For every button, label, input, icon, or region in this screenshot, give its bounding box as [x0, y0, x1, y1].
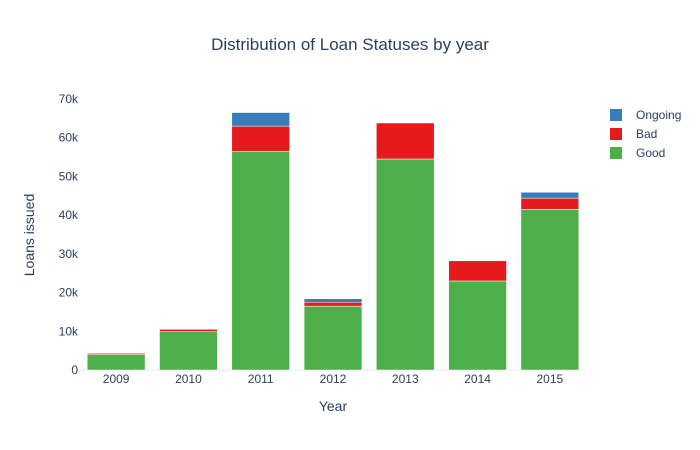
y-axis: 0 10k 20k 30k 40k 50k 60k 70k	[59, 92, 79, 377]
x-tick-label: 2015	[537, 372, 564, 386]
y-tick-label: 0	[71, 363, 78, 377]
x-axis-title: Year	[319, 398, 348, 414]
bar-bad-2013	[376, 122, 435, 160]
y-axis-title: Loans issued	[21, 194, 37, 277]
bar-bad-2009	[86, 353, 146, 355]
x-tick-label: 2010	[175, 372, 202, 386]
chart-title: Distribution of Loan Statuses by year	[211, 35, 489, 54]
legend-item-ongoing[interactable]: Ongoing	[610, 108, 681, 122]
bar-bad-2011	[231, 125, 290, 152]
bar-bad-2015	[520, 197, 580, 210]
y-tick-label: 60k	[59, 131, 79, 145]
legend-label: Good	[636, 146, 665, 160]
legend-item-good[interactable]: Good	[610, 146, 665, 160]
legend-swatch	[610, 128, 622, 140]
legend-label: Ongoing	[636, 108, 681, 122]
legend-item-bad[interactable]: Bad	[610, 127, 657, 141]
x-tick-label: 2014	[464, 372, 491, 386]
x-tick-label: 2012	[320, 372, 347, 386]
bar-good-2012	[303, 305, 363, 371]
bar-ongoing-2015	[520, 192, 580, 199]
y-tick-label: 40k	[59, 208, 79, 222]
legend-swatch	[610, 109, 622, 121]
plot-area	[80, 112, 586, 371]
bar-bad-2010	[159, 329, 218, 332]
y-tick-label: 10k	[59, 324, 79, 338]
x-tick-label: 2011	[248, 372, 274, 386]
y-tick-label: 50k	[59, 169, 79, 183]
bar-good-2014	[448, 280, 507, 371]
y-tick-label: 70k	[59, 92, 79, 106]
legend-label: Bad	[636, 127, 657, 141]
bar-bad-2012	[303, 302, 363, 307]
bar-ongoing-2012	[303, 298, 363, 303]
y-tick-label: 30k	[59, 247, 79, 261]
bar-good-2009	[86, 354, 146, 371]
bar-good-2010	[159, 331, 218, 371]
x-tick-label: 2009	[103, 372, 130, 386]
legend: Ongoing Bad Good	[610, 108, 681, 160]
bar-ongoing-2011	[231, 112, 290, 127]
legend-swatch	[610, 147, 622, 159]
y-tick-label: 20k	[59, 286, 79, 300]
bar-good-2013	[376, 158, 435, 371]
x-axis: 2009 2010 2011 2012 2013 2014 2015	[103, 372, 564, 386]
bar-bad-2014	[448, 260, 507, 282]
bar-good-2015	[520, 209, 580, 371]
x-tick-label: 2013	[392, 372, 419, 386]
bar-good-2011	[231, 151, 290, 371]
